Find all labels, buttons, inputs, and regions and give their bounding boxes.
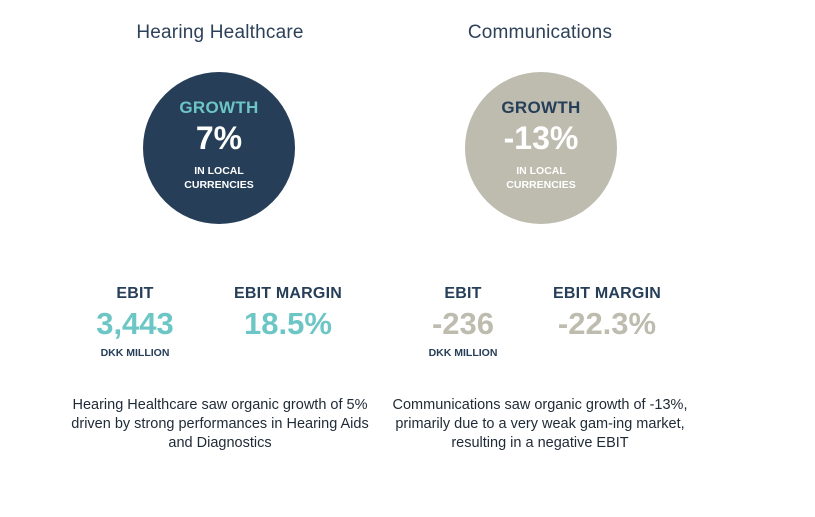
ebit-unit: DKK MILLION: [428, 347, 498, 359]
growth-value: -13%: [503, 120, 579, 156]
segment-description: Communications saw organic growth of -13…: [392, 397, 688, 451]
segment-title: Hearing Healthcare: [136, 22, 304, 43]
ebit-margin-value: -22.3%: [557, 306, 657, 341]
growth-subtitle-line2: CURRENCIES: [184, 179, 254, 191]
hearing-healthcare-panel: Hearing Healthcare GROWTH 7% IN LOCAL CU…: [30, 0, 410, 517]
ebit-margin-label: EBIT MARGIN: [553, 285, 661, 302]
ebit-label: EBIT: [444, 285, 482, 302]
growth-subtitle: IN LOCAL CURRENCIES: [491, 164, 591, 192]
ebit-margin-metric: EBIT MARGIN 18.5%: [223, 285, 353, 343]
ebit-value: -236: [431, 306, 495, 341]
growth-label: GROWTH: [179, 98, 259, 117]
ebit-metric: EBIT -236 DKK MILLION: [408, 285, 518, 359]
ebit-margin-label: EBIT MARGIN: [234, 285, 342, 302]
ebit-margin-metric: EBIT MARGIN -22.3%: [542, 285, 672, 343]
ebit-value: 3,443: [96, 306, 174, 341]
ebit-label: EBIT: [116, 285, 154, 302]
growth-subtitle-line1: IN LOCAL: [516, 165, 566, 177]
segment-title: Communications: [467, 22, 613, 43]
growth-subtitle: IN LOCAL CURRENCIES: [169, 164, 269, 192]
ebit-unit: DKK MILLION: [100, 347, 170, 359]
ebit-margin-value: 18.5%: [244, 306, 332, 341]
growth-circle: GROWTH -13% IN LOCAL CURRENCIES: [465, 72, 617, 224]
segment-description: Hearing Healthcare saw organic growth of…: [71, 397, 369, 451]
communications-panel: Communications GROWTH -13% IN LOCAL CURR…: [350, 0, 730, 517]
growth-subtitle-line2: CURRENCIES: [506, 179, 576, 191]
ebit-metric: EBIT 3,443 DKK MILLION: [80, 285, 190, 359]
growth-label: GROWTH: [501, 98, 581, 117]
growth-circle: GROWTH 7% IN LOCAL CURRENCIES: [143, 72, 295, 224]
growth-value: 7%: [195, 120, 243, 156]
growth-subtitle-line1: IN LOCAL: [194, 165, 244, 177]
